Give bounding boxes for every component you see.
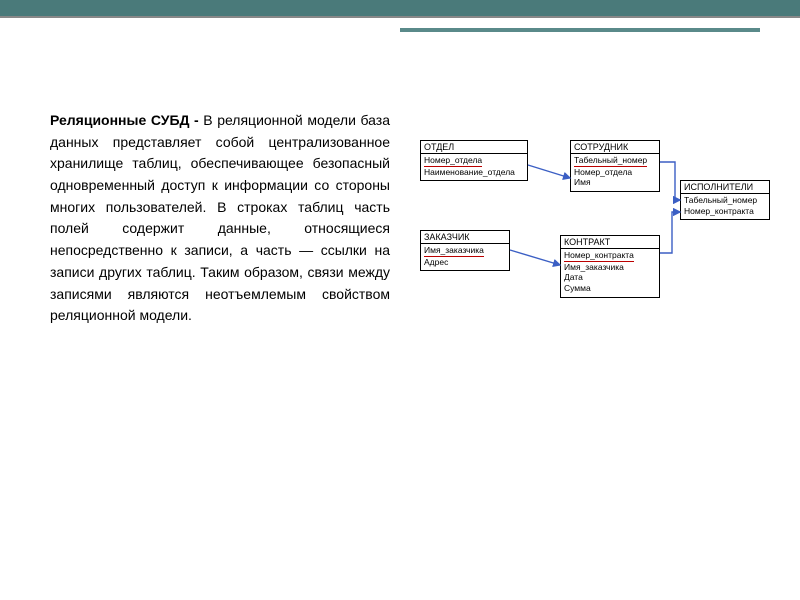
slide-top-bar (0, 0, 800, 18)
body-text: В реляционной модели база данных предста… (50, 112, 390, 323)
body-text-block: Реляционные СУБД - В реляционной модели … (50, 110, 390, 327)
paragraph: Реляционные СУБД - В реляционной модели … (50, 110, 390, 327)
lead-term: Реляционные СУБД - (50, 112, 203, 128)
connectors (420, 140, 780, 370)
slide-accent-line (400, 28, 760, 32)
er-diagram: ОТДЕЛ Номер_отдела Наименование_отдела С… (420, 140, 770, 370)
